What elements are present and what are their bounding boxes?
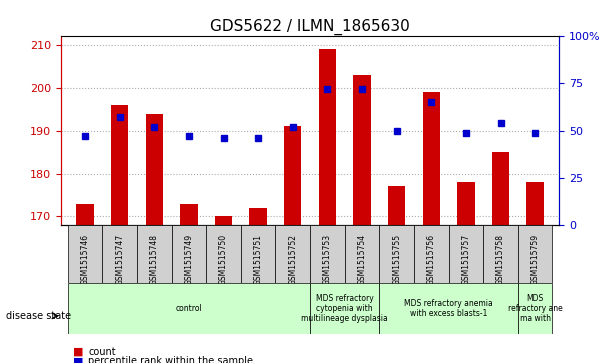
Text: disease state: disease state xyxy=(6,311,71,321)
FancyBboxPatch shape xyxy=(449,225,483,283)
Text: MDS refractory
cytopenia with
multilineage dysplasia: MDS refractory cytopenia with multilinea… xyxy=(302,294,388,323)
FancyBboxPatch shape xyxy=(310,283,379,334)
Text: GSM1515749: GSM1515749 xyxy=(184,234,193,285)
FancyBboxPatch shape xyxy=(206,225,241,283)
Text: MDS
refractory ane
ma with: MDS refractory ane ma with xyxy=(508,294,562,323)
Bar xyxy=(249,208,267,225)
Text: GSM1515759: GSM1515759 xyxy=(531,234,540,285)
FancyBboxPatch shape xyxy=(241,225,275,283)
Text: GSM1515758: GSM1515758 xyxy=(496,234,505,285)
Bar xyxy=(319,49,336,225)
Text: control: control xyxy=(176,304,202,313)
Bar xyxy=(423,92,440,225)
Bar xyxy=(457,182,474,225)
Text: GSM1515746: GSM1515746 xyxy=(80,234,89,285)
FancyBboxPatch shape xyxy=(275,225,310,283)
FancyBboxPatch shape xyxy=(379,225,414,283)
Text: GSM1515755: GSM1515755 xyxy=(392,234,401,285)
Text: GSM1515751: GSM1515751 xyxy=(254,234,263,285)
Bar xyxy=(111,105,128,225)
Bar xyxy=(527,182,544,225)
FancyBboxPatch shape xyxy=(379,283,518,334)
FancyBboxPatch shape xyxy=(345,225,379,283)
Text: GSM1515757: GSM1515757 xyxy=(461,234,471,285)
FancyBboxPatch shape xyxy=(102,225,137,283)
Bar xyxy=(146,114,163,225)
FancyBboxPatch shape xyxy=(67,225,102,283)
Text: MDS refractory anemia
with excess blasts-1: MDS refractory anemia with excess blasts… xyxy=(404,299,493,318)
Text: GSM1515748: GSM1515748 xyxy=(150,234,159,285)
Text: GSM1515750: GSM1515750 xyxy=(219,234,228,285)
Text: count: count xyxy=(88,347,116,357)
Bar xyxy=(353,75,371,225)
Text: GSM1515754: GSM1515754 xyxy=(358,234,367,285)
Bar xyxy=(284,126,302,225)
FancyBboxPatch shape xyxy=(483,225,518,283)
Bar xyxy=(492,152,509,225)
FancyBboxPatch shape xyxy=(310,225,345,283)
FancyBboxPatch shape xyxy=(518,283,553,334)
Bar xyxy=(77,204,94,225)
Bar xyxy=(180,204,198,225)
Text: GSM1515753: GSM1515753 xyxy=(323,234,332,285)
Bar xyxy=(215,216,232,225)
FancyBboxPatch shape xyxy=(171,225,206,283)
Text: GSM1515752: GSM1515752 xyxy=(288,234,297,285)
Text: ■: ■ xyxy=(73,347,83,357)
Text: GSM1515747: GSM1515747 xyxy=(115,234,124,285)
Text: GSM1515756: GSM1515756 xyxy=(427,234,436,285)
FancyBboxPatch shape xyxy=(518,225,553,283)
Bar xyxy=(388,187,406,225)
Text: percentile rank within the sample: percentile rank within the sample xyxy=(88,356,253,363)
FancyBboxPatch shape xyxy=(67,283,310,334)
Title: GDS5622 / ILMN_1865630: GDS5622 / ILMN_1865630 xyxy=(210,19,410,35)
Text: ■: ■ xyxy=(73,356,83,363)
FancyBboxPatch shape xyxy=(137,225,171,283)
FancyBboxPatch shape xyxy=(414,225,449,283)
